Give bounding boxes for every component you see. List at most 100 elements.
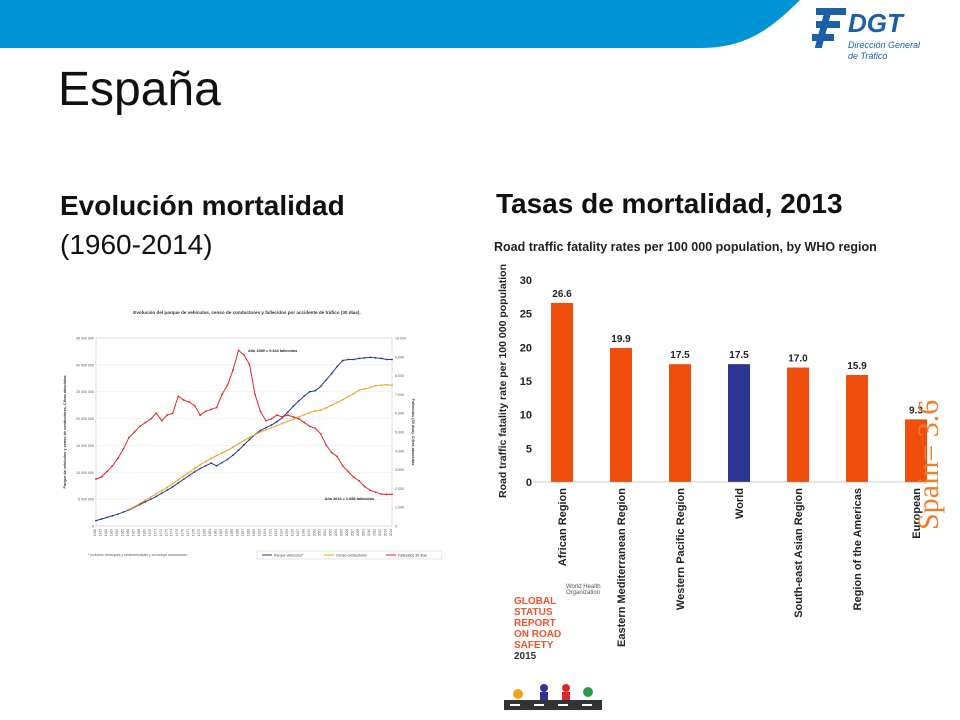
line-chart-x-tick: 1975: [175, 529, 179, 536]
line-point-2: [193, 404, 196, 407]
line-point-1: [226, 449, 229, 452]
line-point-2: [314, 427, 317, 430]
line-point-0: [292, 405, 295, 408]
line-point-2: [188, 401, 191, 403]
line-point-0: [314, 389, 317, 392]
line-point-2: [215, 406, 218, 409]
line-point-2: [177, 395, 180, 398]
line-point-2: [297, 417, 300, 420]
bar-4: [787, 367, 809, 482]
line-point-1: [336, 401, 339, 404]
line-chart-x-tick: 2002: [323, 529, 327, 536]
line-chart-x-tick: 1970: [148, 529, 152, 536]
line-point-2: [270, 417, 273, 420]
legend-label-2: Fallecidos 30 días: [398, 554, 427, 558]
mortality-evolution-chart: Evolución del parque de vehículos, censo…: [63, 310, 442, 560]
line-point-2: [292, 416, 295, 418]
line-chart-x-tick: 2004: [334, 529, 338, 536]
line-point-0: [341, 359, 344, 362]
legend-label-0: Parque vehículos*: [274, 554, 304, 558]
spain-rate-note: Spain= 3.6: [912, 399, 945, 530]
line-chart-x-tick: 2009: [362, 529, 366, 536]
bar-chart-y-tick: 15: [520, 376, 532, 388]
line-chart-x-tick: 1960: [93, 529, 97, 536]
line-point-2: [369, 489, 371, 492]
line-chart-y-tick: 0: [92, 525, 94, 529]
line-point-1: [193, 467, 196, 470]
line-point-1: [369, 386, 371, 389]
bar-chart-title: Road traffic fatality rates per 100 000 …: [494, 240, 877, 254]
line-chart-x-tick: 1961: [98, 529, 102, 536]
line-point-0: [100, 518, 103, 520]
line-chart-x-tick: 1971: [153, 529, 157, 536]
line-point-2: [281, 416, 284, 418]
line-point-0: [363, 356, 366, 359]
line-chart-x-tick: 1983: [219, 529, 223, 536]
line-point-1: [166, 486, 169, 489]
line-point-0: [325, 378, 328, 381]
line-point-2: [248, 363, 251, 366]
line-point-2: [363, 485, 366, 488]
line-chart-y2-tick: 8.000: [395, 374, 404, 378]
line-point-2: [221, 393, 223, 396]
line-point-0: [160, 492, 163, 495]
line-point-2: [122, 448, 125, 450]
line-point-2: [138, 425, 141, 428]
line-chart-x-tick: 1989: [252, 529, 256, 536]
line-point-2: [237, 349, 240, 352]
line-point-1: [177, 478, 180, 481]
global-status-report-badge: GLOBAL STATUS REPORT ON ROAD SAFETY 2015: [514, 596, 562, 662]
line-point-1: [303, 413, 306, 416]
line-chart-x-tick: 1974: [170, 529, 174, 536]
line-point-0: [144, 500, 147, 503]
line-point-1: [385, 383, 388, 386]
line-point-1: [221, 452, 223, 454]
line-series-1: [128, 384, 393, 510]
bar-category-label: African Region: [557, 488, 569, 567]
line-chart-y-tick: 35 000 000: [76, 337, 94, 341]
line-point-0: [237, 449, 240, 452]
line-point-2: [117, 457, 119, 460]
line-chart-x-tick: 1996: [290, 529, 294, 536]
line-point-1: [314, 410, 317, 412]
line-chart-x-tick: 1980: [203, 529, 207, 536]
line-point-0: [171, 485, 174, 488]
line-point-2: [385, 493, 388, 496]
right-heading: Tasas de mortalidad, 2013: [496, 188, 843, 219]
line-chart-x-tick: 1969: [142, 529, 146, 536]
line-point-0: [122, 511, 125, 513]
line-point-0: [232, 454, 234, 456]
line-point-2: [171, 412, 174, 415]
line-chart-x-tick: 2005: [340, 529, 344, 536]
line-point-2: [100, 476, 103, 479]
line-point-1: [308, 411, 311, 414]
line-chart-x-tick: 2000: [312, 529, 316, 536]
line-point-2: [325, 444, 328, 447]
line-point-1: [270, 426, 273, 429]
line-chart-x-tick: 1999: [307, 529, 311, 536]
bar-value-label: 19.9: [611, 334, 631, 345]
line-point-0: [210, 462, 213, 465]
line-point-1: [352, 392, 355, 395]
line-chart-x-tick: 1987: [241, 529, 245, 536]
line-point-0: [352, 358, 355, 361]
line-chart-x-tick: 1985: [230, 529, 234, 536]
line-point-1: [275, 424, 278, 427]
line-point-1: [358, 389, 361, 392]
line-chart-y2-tick: 4.000: [395, 449, 404, 453]
line-point-0: [265, 426, 267, 429]
line-chart-x-tick: 1997: [296, 529, 300, 536]
line-chart-x-tick: 1966: [126, 529, 130, 536]
line-point-2: [182, 399, 185, 401]
line-point-1: [232, 446, 234, 448]
line-chart-footnote: * Incluidos remolques y semirremolques y…: [88, 553, 187, 557]
bar-value-label: 15.9: [847, 361, 867, 372]
line-point-0: [374, 356, 377, 359]
line-point-2: [391, 493, 393, 496]
line-point-2: [155, 412, 158, 415]
line-point-1: [297, 416, 300, 418]
line-point-0: [193, 470, 196, 473]
line-point-2: [127, 436, 130, 439]
line-point-1: [144, 499, 147, 502]
line-point-1: [325, 406, 328, 409]
